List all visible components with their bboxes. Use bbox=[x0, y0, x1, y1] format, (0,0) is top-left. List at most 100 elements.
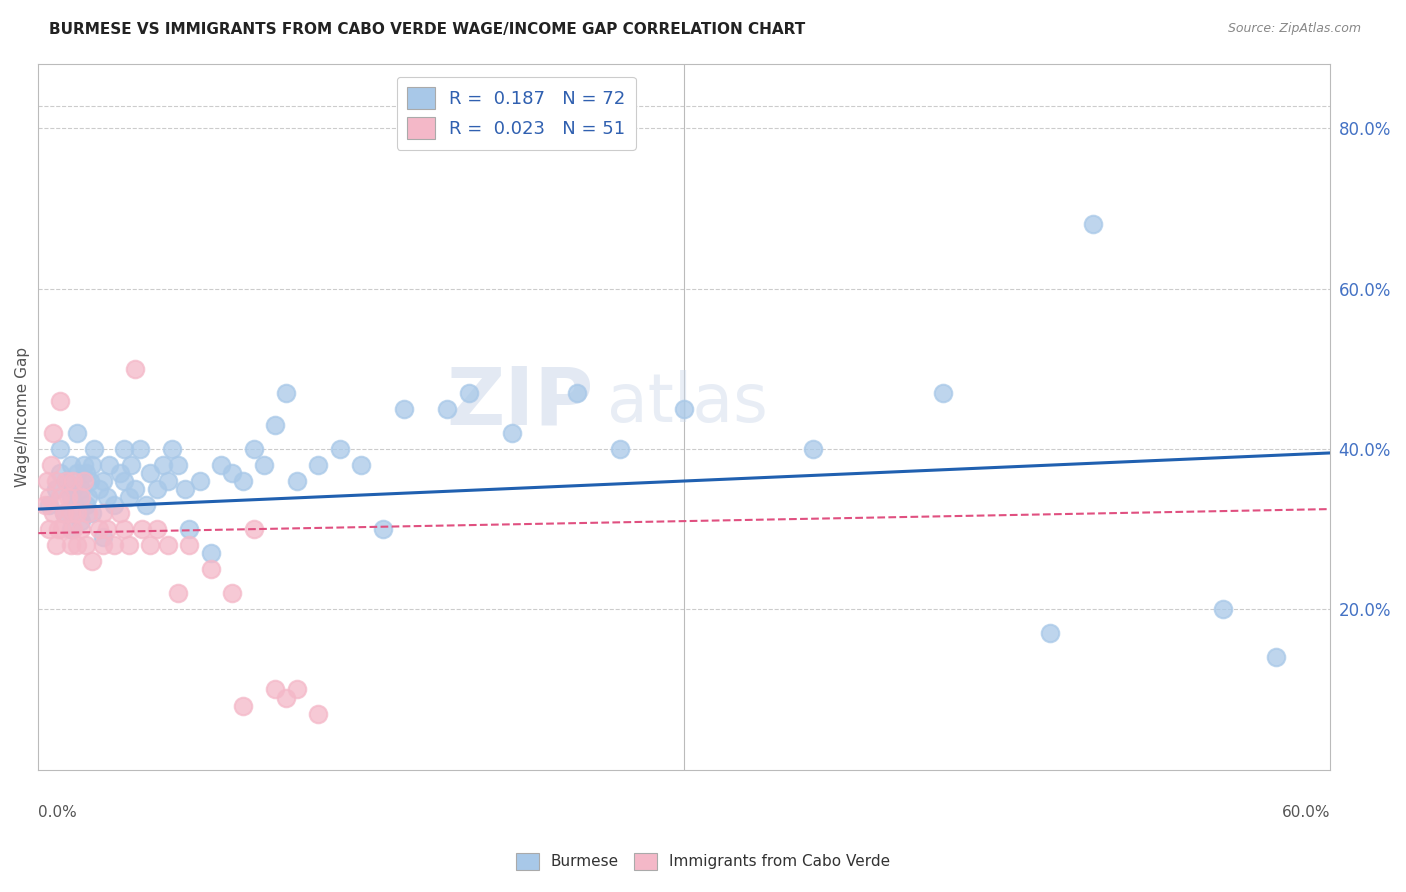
Point bbox=[96, 490, 118, 504]
Y-axis label: Wage/Income Gap: Wage/Income Gap bbox=[15, 347, 30, 487]
Point bbox=[66, 425, 89, 440]
Point bbox=[1039, 626, 1062, 640]
Text: BURMESE VS IMMIGRANTS FROM CABO VERDE WAGE/INCOME GAP CORRELATION CHART: BURMESE VS IMMIGRANTS FROM CABO VERDE WA… bbox=[49, 22, 806, 37]
Point bbox=[394, 401, 416, 416]
Point bbox=[66, 506, 89, 520]
Point bbox=[45, 482, 67, 496]
Point bbox=[35, 474, 58, 488]
Point bbox=[114, 474, 136, 488]
Point bbox=[350, 458, 373, 472]
Point bbox=[167, 586, 190, 600]
Point bbox=[114, 442, 136, 456]
Point bbox=[70, 482, 93, 496]
Point bbox=[45, 474, 67, 488]
Point bbox=[114, 522, 136, 536]
Point bbox=[1083, 218, 1105, 232]
Point bbox=[75, 498, 97, 512]
Point bbox=[82, 554, 104, 568]
Point bbox=[39, 458, 62, 472]
Point bbox=[79, 474, 101, 488]
Point bbox=[221, 586, 243, 600]
Point bbox=[49, 490, 72, 504]
Point bbox=[58, 490, 80, 504]
Point bbox=[145, 482, 167, 496]
Point bbox=[156, 474, 179, 488]
Text: atlas: atlas bbox=[607, 370, 768, 436]
Point bbox=[242, 522, 264, 536]
Point bbox=[188, 474, 211, 488]
Point bbox=[59, 522, 82, 536]
Point bbox=[55, 474, 77, 488]
Point bbox=[139, 466, 162, 480]
Point bbox=[83, 442, 105, 456]
Point bbox=[70, 522, 93, 536]
Point bbox=[70, 490, 93, 504]
Point bbox=[274, 690, 297, 705]
Point bbox=[98, 458, 121, 472]
Point bbox=[82, 458, 104, 472]
Point bbox=[87, 522, 110, 536]
Point bbox=[139, 538, 162, 552]
Point bbox=[242, 442, 264, 456]
Point bbox=[53, 506, 76, 520]
Point bbox=[167, 458, 190, 472]
Point bbox=[200, 546, 222, 560]
Point bbox=[173, 482, 195, 496]
Point bbox=[91, 506, 114, 520]
Point bbox=[59, 538, 82, 552]
Point bbox=[45, 538, 67, 552]
Point bbox=[59, 506, 82, 520]
Point bbox=[75, 538, 97, 552]
Point bbox=[458, 385, 481, 400]
Point bbox=[232, 474, 254, 488]
Point bbox=[55, 474, 77, 488]
Point bbox=[118, 490, 141, 504]
Point bbox=[38, 522, 60, 536]
Point bbox=[156, 538, 179, 552]
Legend: Burmese, Immigrants from Cabo Verde: Burmese, Immigrants from Cabo Verde bbox=[508, 846, 898, 877]
Text: 0.0%: 0.0% bbox=[38, 805, 77, 820]
Point bbox=[177, 522, 200, 536]
Point bbox=[145, 522, 167, 536]
Point bbox=[87, 482, 110, 496]
Point bbox=[177, 538, 200, 552]
Point bbox=[160, 442, 183, 456]
Point bbox=[53, 506, 76, 520]
Point bbox=[38, 490, 60, 504]
Point bbox=[70, 514, 93, 528]
Point bbox=[72, 474, 94, 488]
Point bbox=[124, 361, 146, 376]
Point bbox=[62, 482, 84, 496]
Point bbox=[49, 393, 72, 408]
Point bbox=[62, 474, 84, 488]
Point bbox=[673, 401, 696, 416]
Point bbox=[75, 466, 97, 480]
Point bbox=[91, 530, 114, 544]
Point bbox=[49, 466, 72, 480]
Point bbox=[264, 417, 287, 432]
Point bbox=[108, 506, 131, 520]
Point bbox=[131, 522, 153, 536]
Point bbox=[59, 458, 82, 472]
Point bbox=[329, 442, 352, 456]
Text: ZIP: ZIP bbox=[447, 364, 593, 442]
Point bbox=[76, 490, 98, 504]
Point bbox=[152, 458, 174, 472]
Point bbox=[1211, 602, 1233, 616]
Point bbox=[501, 425, 523, 440]
Point bbox=[42, 506, 65, 520]
Point bbox=[307, 706, 329, 721]
Point bbox=[135, 498, 157, 512]
Point bbox=[931, 385, 953, 400]
Point bbox=[285, 474, 308, 488]
Point bbox=[91, 474, 114, 488]
Point bbox=[62, 522, 84, 536]
Point bbox=[82, 506, 104, 520]
Point bbox=[209, 458, 232, 472]
Point bbox=[46, 522, 69, 536]
Point bbox=[38, 498, 60, 512]
Point bbox=[609, 442, 631, 456]
Point bbox=[103, 498, 125, 512]
Point bbox=[803, 442, 825, 456]
Point bbox=[253, 458, 276, 472]
